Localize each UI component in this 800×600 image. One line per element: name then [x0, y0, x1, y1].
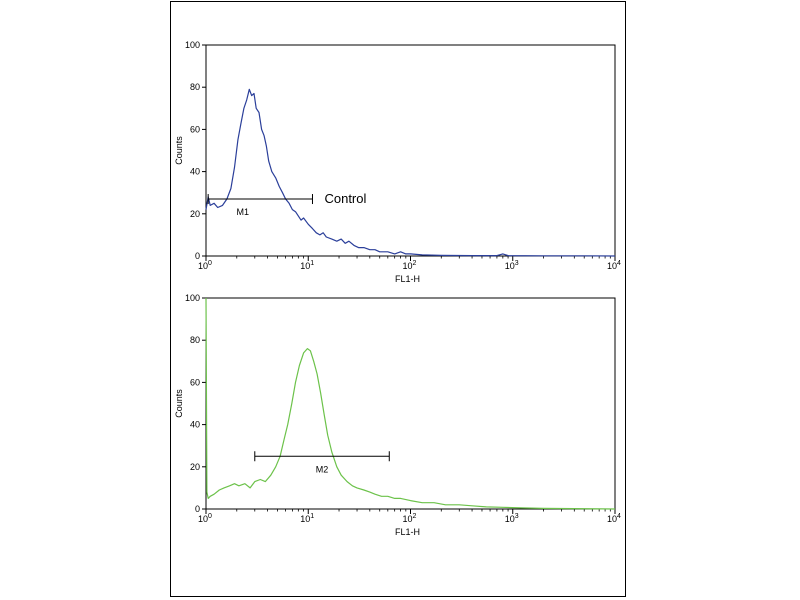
- marker-label: M2: [316, 464, 329, 474]
- x-tick-label: 100: [198, 513, 212, 524]
- x-tick-label: 104: [607, 513, 621, 524]
- histogram-line: [205, 88, 616, 257]
- y-tick-label: 0: [195, 504, 200, 514]
- x-axis-label: FL1-H: [395, 527, 420, 537]
- histogram-panel-1: 0 20 40 60 80 100 100 101 102 103 104 FL1-H Counts M1…: [174, 40, 621, 284]
- y-tick-label: 40: [190, 167, 200, 177]
- x-axis-label: FL1-H: [395, 274, 420, 284]
- y-tick-label: 60: [190, 124, 200, 134]
- x-tick-label: 102: [403, 260, 417, 271]
- x-tick-label: 102: [403, 513, 417, 524]
- y-tick-label: 80: [190, 335, 200, 345]
- y-tick-label: 20: [190, 209, 200, 219]
- y-tick-label: 40: [190, 420, 200, 430]
- y-tick-label: 0: [195, 251, 200, 261]
- plot-area-border: [205, 297, 616, 510]
- marker-label: M1: [237, 207, 250, 217]
- y-axis-label: Counts: [174, 136, 184, 165]
- x-tick-label: 103: [505, 260, 519, 271]
- y-tick-label: 100: [185, 293, 200, 303]
- series-annotation: Control: [324, 191, 366, 206]
- x-tick-label: 101: [300, 513, 314, 524]
- y-tick-label: 60: [190, 377, 200, 387]
- y-tick-label: 100: [185, 40, 200, 50]
- y-axis-label: Counts: [174, 389, 184, 418]
- y-tick-label: 80: [190, 82, 200, 92]
- y-tick-label: 20: [190, 462, 200, 472]
- histogram-line: [205, 297, 616, 510]
- x-tick-label: 103: [505, 513, 519, 524]
- x-tick-label: 100: [198, 260, 212, 271]
- x-tick-label: 101: [300, 260, 314, 271]
- histogram-panel-2: 0 20 40 60 80 100 100 101 102 103 104 FL1-H Counts M2: [174, 293, 621, 537]
- x-tick-label: 104: [607, 260, 621, 271]
